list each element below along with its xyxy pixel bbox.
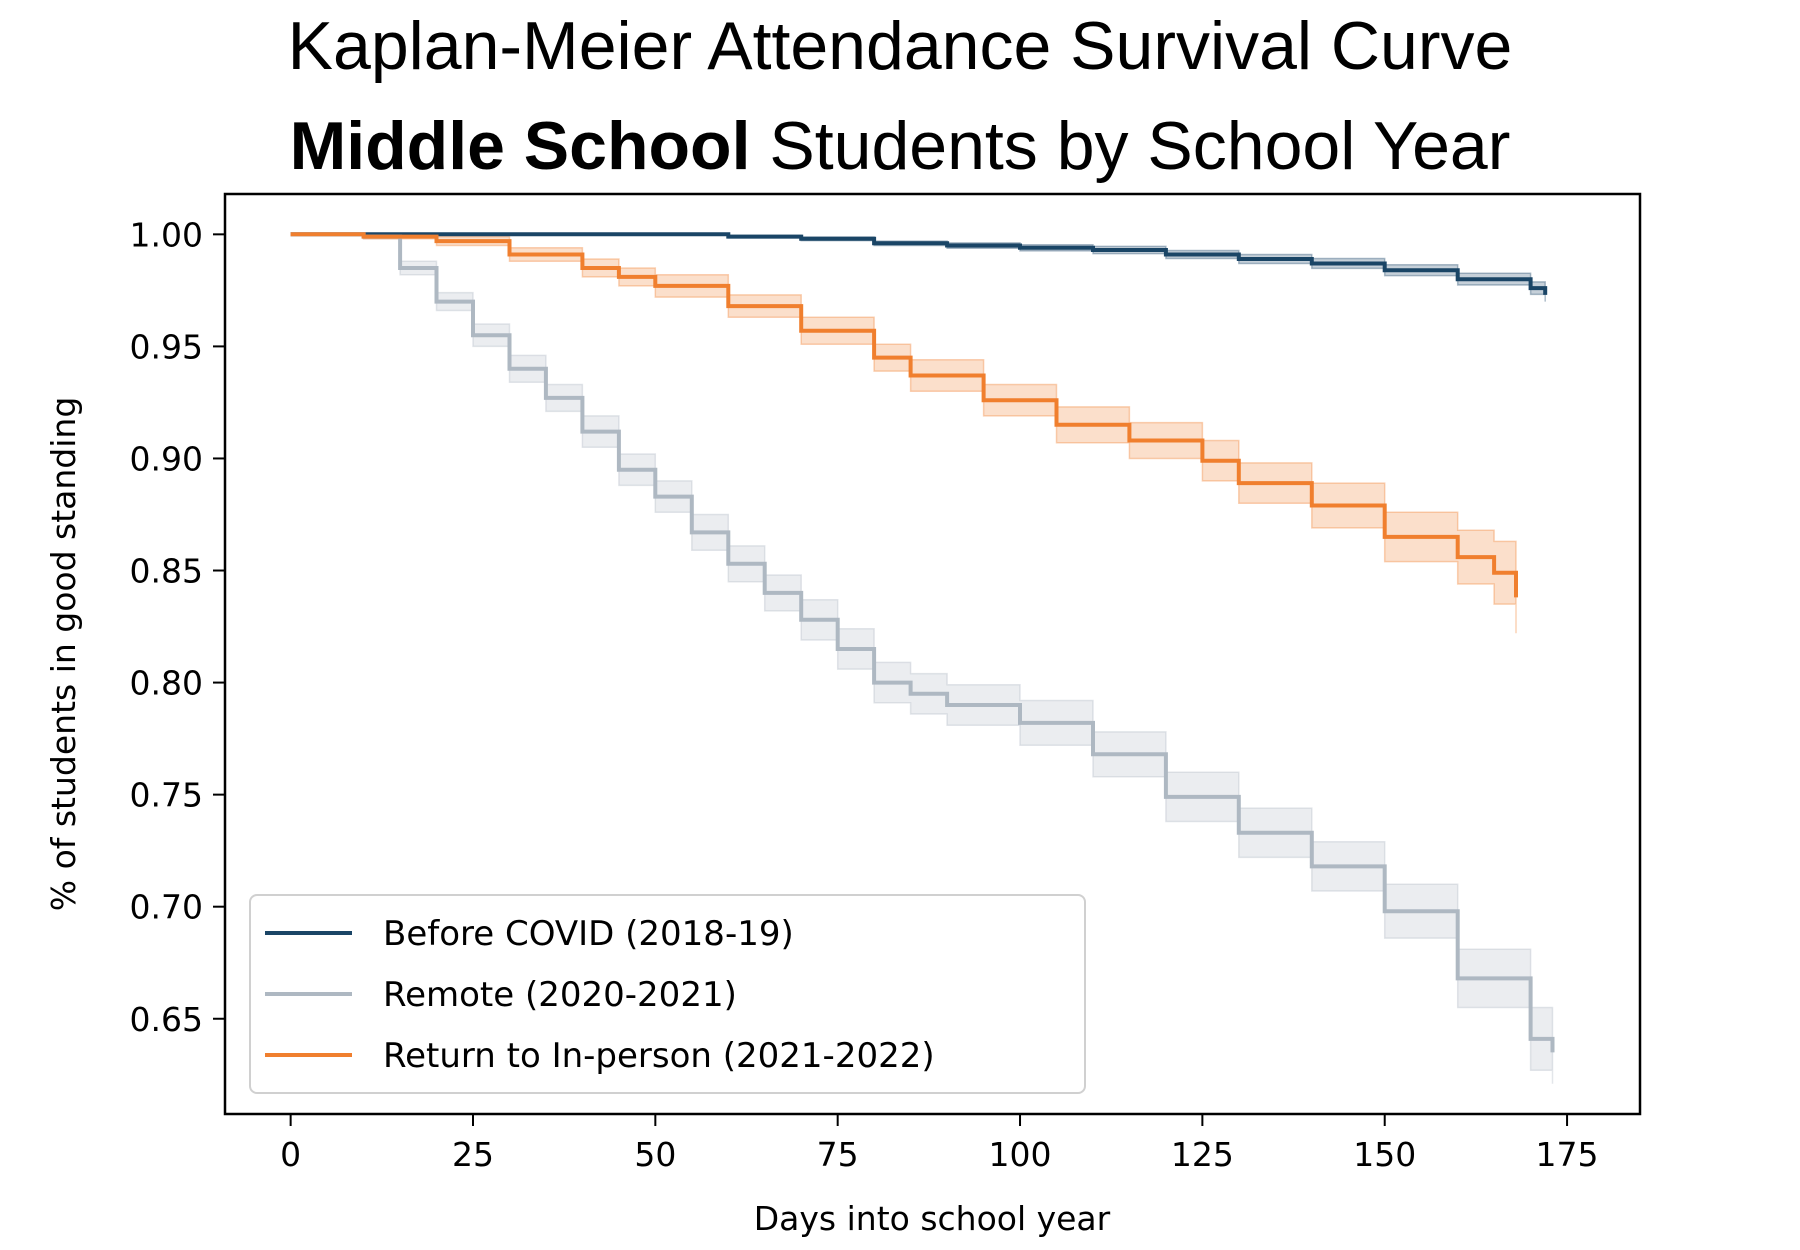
plot-frame (223, 192, 1642, 1116)
legend-items: Before COVID (2018-19) Remote (2020-2021)… (265, 914, 935, 1076)
series-line-0 (290, 232, 1548, 295)
legend-label-1: Remote (2020-2021) (383, 975, 737, 1015)
series-line-1 (290, 232, 1555, 1053)
y-tick-label: 0.90 (130, 439, 203, 478)
y-tick-label: 1.00 (130, 215, 203, 254)
x-tick-label: 125 (1171, 1135, 1234, 1174)
chart-title-line-2: Middle School Students by School Year (0, 106, 1800, 186)
x-tick-label: 150 (1353, 1135, 1416, 1174)
y-tick-label: 0.85 (130, 552, 203, 591)
x-axis-ticks: 0 25 50 75 100 125 150 175 (280, 1114, 1599, 1174)
y-axis-label: % of students in good standing (44, 397, 83, 912)
x-tick-label: 100 (989, 1135, 1052, 1174)
y-tick-label: 0.65 (130, 1000, 203, 1039)
x-tick-label: 175 (1536, 1135, 1599, 1174)
y-tick-label: 0.80 (130, 664, 203, 703)
series-lines (290, 232, 1555, 1053)
y-tick-label: 0.70 (130, 888, 203, 927)
chart-title-bold-part: Middle School (289, 108, 751, 184)
y-tick-label: 0.95 (130, 327, 203, 366)
chart-title-rest: Students by School Year (750, 108, 1511, 184)
x-axis-label: Days into school year (754, 1199, 1111, 1238)
confidence-band-2 (290, 233, 1517, 634)
legend-label-2: Return to In-person (2021-2022) (383, 1036, 935, 1076)
legend-box (249, 894, 1086, 1094)
series-line-2 (290, 232, 1518, 598)
y-axis-ticks: 1.00 0.95 0.90 0.85 0.80 0.75 0.70 0.65 (130, 215, 225, 1039)
y-tick-label: 0.75 (130, 776, 203, 815)
x-tick-label: 25 (452, 1135, 494, 1174)
x-tick-label: 0 (280, 1135, 301, 1174)
legend-label-0: Before COVID (2018-19) (383, 914, 794, 954)
x-tick-label: 75 (817, 1135, 859, 1174)
chart-title-line-1: Kaplan-Meier Attendance Survival Curve (287, 8, 1513, 84)
x-tick-label: 50 (634, 1135, 676, 1174)
legend: Before COVID (2018-19) Remote (2020-2021)… (249, 894, 1086, 1094)
